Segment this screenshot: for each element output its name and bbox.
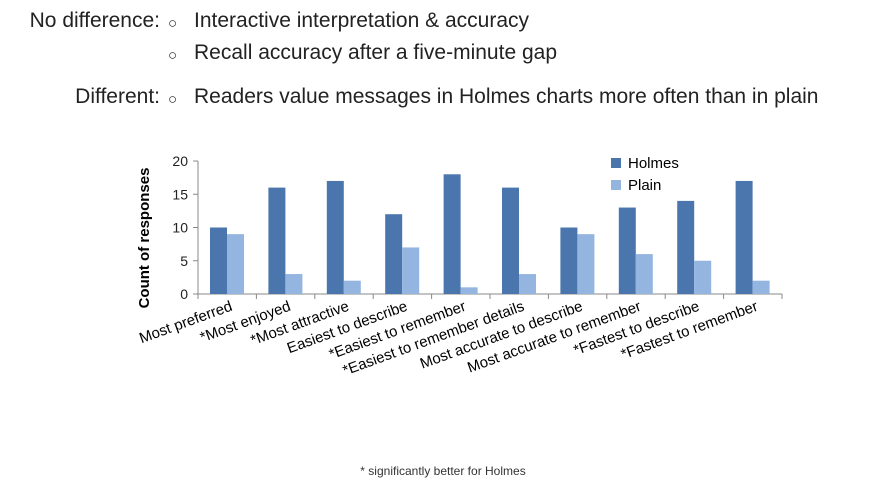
bar-chart: 0 5 10 15 20 Most preferred*Most enjoyed*Mos… bbox=[136, 153, 783, 380]
chart-bars bbox=[210, 174, 770, 294]
y-tick-label: 0 bbox=[180, 286, 188, 302]
legend-label-plain: Plain bbox=[628, 177, 661, 194]
bar-plain bbox=[694, 260, 712, 294]
bar-plain bbox=[752, 280, 770, 294]
bar-holmes bbox=[385, 214, 403, 294]
y-tick-label: 20 bbox=[172, 153, 188, 169]
bar-holmes bbox=[326, 180, 344, 294]
different-label: Different: bbox=[75, 85, 160, 108]
no-difference-item: Recall accuracy after a five-minute gap bbox=[194, 41, 557, 64]
bullet-icon: ○ bbox=[168, 15, 178, 32]
bar-holmes bbox=[268, 187, 286, 294]
no-difference-item: Interactive interpretation & accuracy bbox=[194, 9, 529, 32]
bar-plain bbox=[577, 234, 595, 294]
bar-holmes bbox=[443, 174, 461, 294]
bar-plain bbox=[402, 247, 420, 294]
bullet-icon: ○ bbox=[168, 91, 178, 108]
bar-plain bbox=[227, 234, 244, 294]
different-item: Readers value messages in Holmes charts … bbox=[194, 85, 819, 108]
bar-holmes bbox=[210, 227, 227, 294]
chart-category-labels: Most preferred*Most enjoyed*Most attract… bbox=[137, 298, 760, 380]
chart-legend: Holmes Plain bbox=[611, 155, 679, 194]
bar-holmes bbox=[735, 180, 753, 294]
y-axis-label: Count of responses bbox=[136, 168, 153, 309]
y-tick-label: 15 bbox=[172, 186, 188, 202]
bar-holmes bbox=[618, 207, 636, 294]
bar-holmes bbox=[502, 187, 519, 294]
legend-label-holmes: Holmes bbox=[628, 155, 679, 172]
bullet-icon: ○ bbox=[168, 47, 178, 64]
bar-plain bbox=[519, 274, 536, 294]
bar-plain bbox=[285, 274, 303, 294]
y-tick-label: 10 bbox=[172, 220, 188, 236]
bar-holmes bbox=[677, 200, 695, 294]
legend-swatch-holmes bbox=[611, 158, 621, 168]
legend-swatch-plain bbox=[611, 180, 621, 190]
bar-holmes bbox=[560, 227, 578, 294]
bar-plain bbox=[343, 280, 361, 294]
y-tick-label: 5 bbox=[180, 253, 188, 269]
footnote: * significantly better for Holmes bbox=[360, 464, 526, 478]
no-difference-label: No difference: bbox=[29, 9, 160, 32]
bar-plain bbox=[635, 254, 653, 294]
bar-plain bbox=[460, 287, 478, 294]
